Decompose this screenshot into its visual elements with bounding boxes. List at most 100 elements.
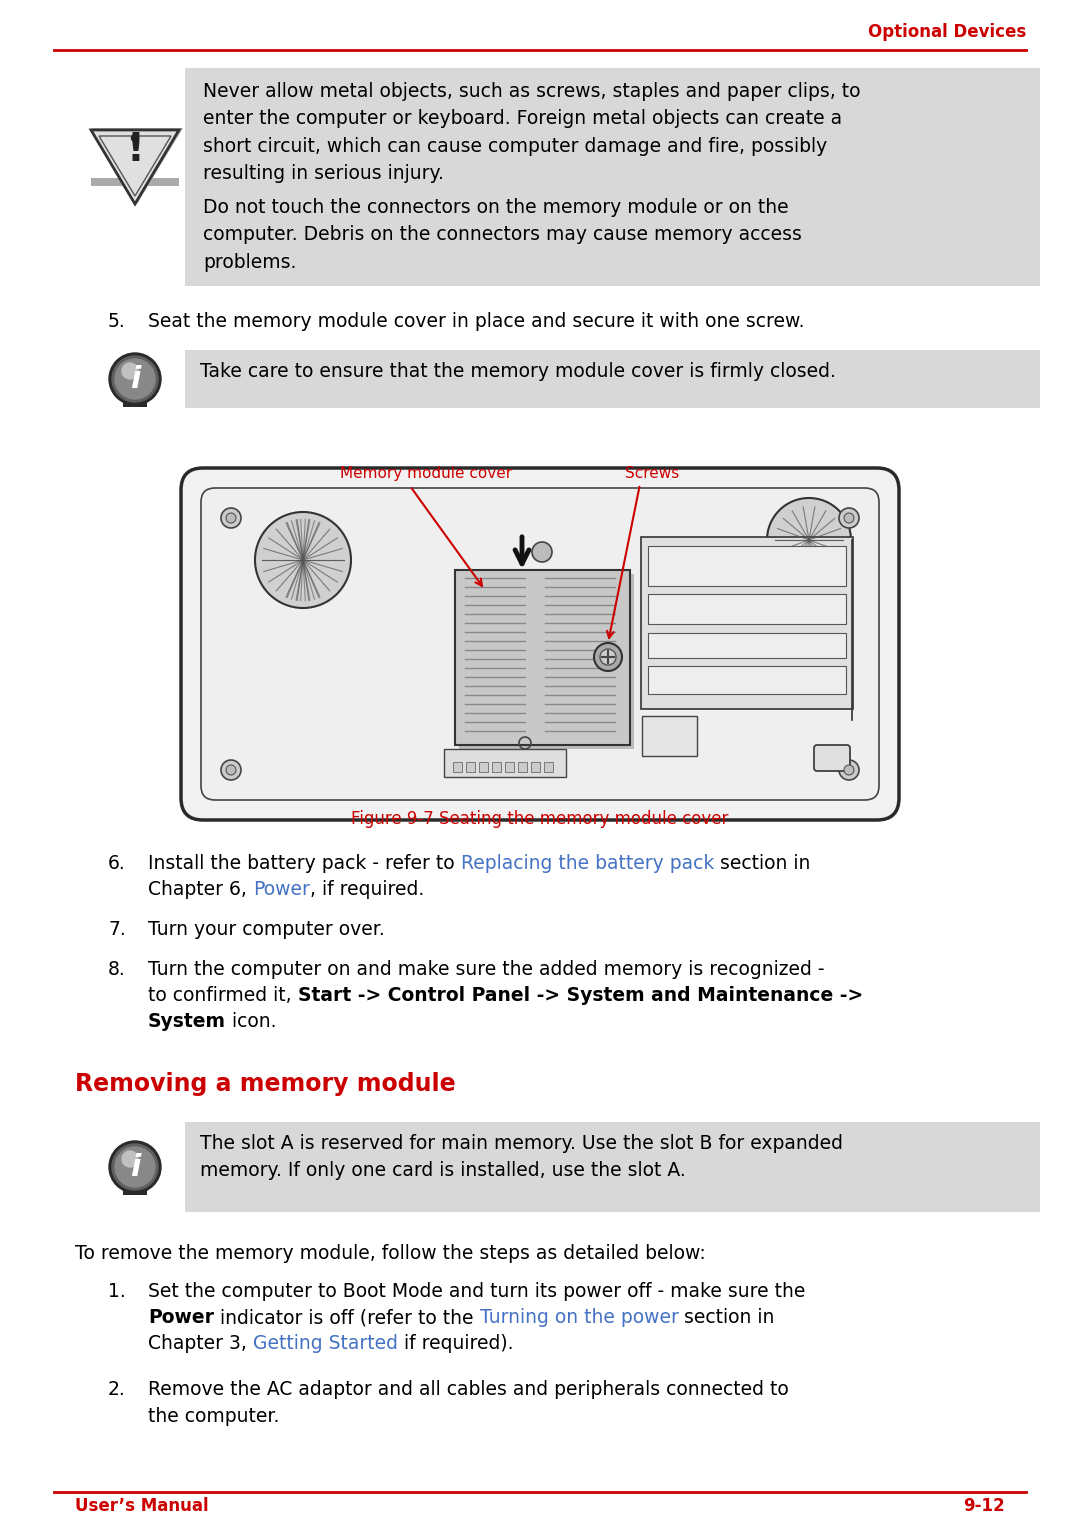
Circle shape <box>226 765 237 775</box>
Text: !: ! <box>126 131 144 169</box>
FancyBboxPatch shape <box>518 761 527 772</box>
Text: Power: Power <box>253 881 310 899</box>
FancyBboxPatch shape <box>544 761 553 772</box>
Text: Getting Started: Getting Started <box>253 1334 397 1354</box>
FancyBboxPatch shape <box>492 761 501 772</box>
FancyBboxPatch shape <box>648 665 846 694</box>
Circle shape <box>843 513 854 523</box>
Text: Power: Power <box>253 881 310 899</box>
Polygon shape <box>91 130 179 204</box>
Text: Figure 9-7 Seating the memory module cover: Figure 9-7 Seating the memory module cov… <box>351 810 729 829</box>
FancyBboxPatch shape <box>201 488 879 800</box>
Circle shape <box>109 1141 161 1193</box>
Text: Set the computer to Boot Mode and turn its power off - make sure the: Set the computer to Boot Mode and turn i… <box>148 1282 806 1302</box>
Circle shape <box>132 134 138 142</box>
FancyBboxPatch shape <box>459 574 634 749</box>
Text: 9-12: 9-12 <box>963 1497 1005 1515</box>
Text: Power: Power <box>148 1308 214 1328</box>
Text: System: System <box>148 1012 226 1032</box>
FancyBboxPatch shape <box>531 761 540 772</box>
Text: Turn your computer over.: Turn your computer over. <box>148 920 384 938</box>
Circle shape <box>114 1148 156 1187</box>
Circle shape <box>600 649 616 665</box>
Text: to confirmed it,: to confirmed it, <box>148 986 298 1006</box>
FancyBboxPatch shape <box>455 571 630 745</box>
Circle shape <box>839 760 859 780</box>
Circle shape <box>112 356 158 401</box>
Text: Chapter 3,: Chapter 3, <box>148 1334 253 1354</box>
Text: indicator is off (refer to the: indicator is off (refer to the <box>214 1308 480 1328</box>
Polygon shape <box>91 128 183 204</box>
Text: 5.: 5. <box>108 311 125 331</box>
Text: Replacing the battery pack: Replacing the battery pack <box>461 855 714 873</box>
FancyBboxPatch shape <box>648 546 846 586</box>
Circle shape <box>114 359 156 398</box>
Text: Chapter 6,: Chapter 6, <box>148 881 253 899</box>
FancyBboxPatch shape <box>648 633 846 658</box>
FancyBboxPatch shape <box>642 537 853 710</box>
FancyBboxPatch shape <box>505 761 514 772</box>
FancyBboxPatch shape <box>185 349 1040 407</box>
Text: 8.: 8. <box>108 960 125 980</box>
Text: 2.: 2. <box>108 1380 125 1399</box>
Text: , if required.: , if required. <box>310 881 424 899</box>
Text: Install the battery pack - refer to: Install the battery pack - refer to <box>148 855 461 873</box>
Text: Replacing the battery pack: Replacing the battery pack <box>461 855 714 873</box>
Text: Chapter 3,: Chapter 3, <box>148 1334 253 1354</box>
Text: Never allow metal objects, such as screws, staples and paper clips, to
enter the: Never allow metal objects, such as screw… <box>203 82 861 183</box>
FancyBboxPatch shape <box>642 716 697 755</box>
Circle shape <box>767 497 851 581</box>
Circle shape <box>843 765 854 775</box>
Circle shape <box>839 508 859 528</box>
Text: Do not touch the connectors on the memory module or on the
computer. Debris on t: Do not touch the connectors on the memor… <box>203 198 801 272</box>
Text: to confirmed it,: to confirmed it, <box>148 986 298 1006</box>
Text: icon.: icon. <box>226 1012 276 1032</box>
Circle shape <box>226 513 237 523</box>
Text: Chapter 6,: Chapter 6, <box>148 881 253 899</box>
Text: section in: section in <box>714 855 810 873</box>
FancyBboxPatch shape <box>480 761 488 772</box>
Text: Removing a memory module: Removing a memory module <box>75 1071 456 1096</box>
FancyBboxPatch shape <box>453 761 462 772</box>
Text: Start -> Control Panel -> System and Maintenance ->: Start -> Control Panel -> System and Mai… <box>298 986 863 1006</box>
FancyBboxPatch shape <box>465 761 475 772</box>
Circle shape <box>594 642 622 671</box>
Text: Turn the computer on and make sure the added memory is recognized -: Turn the computer on and make sure the a… <box>148 960 824 980</box>
Text: Power: Power <box>148 1308 214 1328</box>
Text: indicator is off (refer to the: indicator is off (refer to the <box>214 1308 480 1328</box>
FancyBboxPatch shape <box>91 179 179 186</box>
FancyBboxPatch shape <box>185 69 1040 285</box>
FancyBboxPatch shape <box>185 1122 1040 1212</box>
Text: Turning on the power: Turning on the power <box>480 1308 678 1328</box>
Text: Remove the AC adaptor and all cables and peripherals connected to
the computer.: Remove the AC adaptor and all cables and… <box>148 1380 788 1427</box>
Circle shape <box>255 513 351 607</box>
Text: Seat the memory module cover in place and secure it with one screw.: Seat the memory module cover in place an… <box>148 311 805 331</box>
Circle shape <box>122 363 138 378</box>
FancyBboxPatch shape <box>123 401 147 407</box>
Text: Optional Devices: Optional Devices <box>867 23 1026 41</box>
Text: Memory module cover: Memory module cover <box>340 465 512 481</box>
Text: User’s Manual: User’s Manual <box>75 1497 208 1515</box>
Text: Screws: Screws <box>625 465 679 481</box>
Circle shape <box>109 353 161 404</box>
Circle shape <box>221 508 241 528</box>
Text: section in: section in <box>678 1308 774 1328</box>
FancyBboxPatch shape <box>181 468 899 819</box>
FancyBboxPatch shape <box>444 749 566 777</box>
Text: 1.: 1. <box>108 1282 125 1302</box>
Text: To remove the memory module, follow the steps as detailed below:: To remove the memory module, follow the … <box>75 1244 705 1264</box>
Circle shape <box>221 760 241 780</box>
Text: Take care to ensure that the memory module cover is firmly closed.: Take care to ensure that the memory modu… <box>200 362 836 382</box>
Circle shape <box>532 542 552 562</box>
FancyBboxPatch shape <box>123 1189 147 1195</box>
Text: if required).: if required). <box>397 1334 513 1354</box>
Text: System: System <box>148 1012 226 1032</box>
Text: The slot A is reserved for main memory. Use the slot B for expanded
memory. If o: The slot A is reserved for main memory. … <box>200 1134 843 1180</box>
FancyBboxPatch shape <box>648 594 846 624</box>
Text: i: i <box>130 365 140 394</box>
FancyBboxPatch shape <box>814 745 850 771</box>
Text: Getting Started: Getting Started <box>253 1334 397 1354</box>
Text: i: i <box>130 1152 140 1181</box>
Text: 6.: 6. <box>108 855 125 873</box>
Text: Turning on the power: Turning on the power <box>480 1308 678 1328</box>
